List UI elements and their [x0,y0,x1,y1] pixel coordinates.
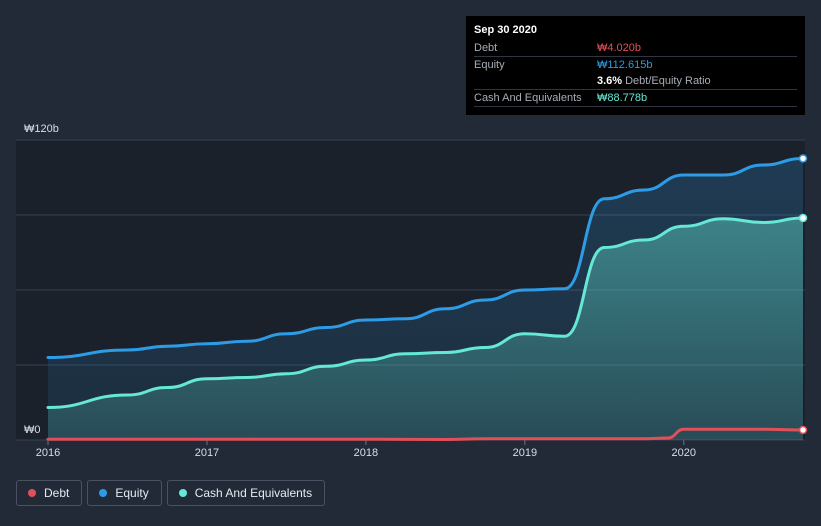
legend-cash-dot-icon [178,489,187,497]
legend-debt-label: Debt [44,486,70,500]
x-tick-label: 2017 [195,447,219,459]
legend-item-cash[interactable]: Cash And Equivalents [166,480,326,506]
tooltip-ratio-value: 3.6% [597,75,623,87]
tooltip-ratio-label: Debt/Equity Ratio [625,75,711,87]
cash-line [46,216,805,409]
legend-debt-dot-icon [28,489,36,497]
tooltip-cash-label: Cash And Equivalents [474,92,582,104]
debt-end-marker [798,425,808,435]
debt-line [46,427,805,441]
legend-equity-label: Equity [115,486,149,500]
x-tick-label: 2019 [513,447,537,459]
tooltip-panel: Sep 30 2020 Debt ₩4.020b Equity ₩112.615… [466,16,805,115]
x-tick-label: 2020 [672,447,696,459]
y-tick-label: ₩0 [24,424,41,436]
legend-item-debt[interactable]: Debt [16,480,83,506]
tooltip-row-debt: Debt ₩4.020b [474,40,797,56]
legend-cash-label: Cash And Equivalents [194,486,313,500]
cash-area [48,218,803,440]
plot-area [16,139,808,445]
axis-labels: ₩0 ₩120b 2016 2017 2018 2019 2020 [24,123,696,459]
x-tick-label: 2018 [354,447,378,459]
tooltip-row-ratio: 3.6% Debt/Equity Ratio [474,73,797,89]
cash-end-marker [798,213,808,223]
tooltip-row-cash: Cash And Equivalents ₩88.778b [474,89,797,107]
tooltip-date: Sep 30 2020 [474,24,537,36]
equity-line [46,156,805,359]
legend-equity-dot-icon [99,489,108,497]
tooltip-row-equity: Equity ₩112.615b [474,56,797,73]
x-tick-label: 2016 [36,447,60,459]
tooltip-cash-value: ₩88.778b [597,92,648,104]
chart-legend: Debt Equity Cash And Equivalents [16,480,326,506]
equity-end-marker [798,154,808,163]
tooltip-equity-value: ₩112.615b [597,59,653,71]
y-tick-label: ₩120b [24,123,59,135]
tooltip-equity-label: Equity [474,59,505,71]
tooltip-ratio: 3.6% Debt/Equity Ratio [597,73,711,89]
tooltip-debt-label: Debt [474,42,498,54]
legend-item-equity[interactable]: Equity [87,480,162,506]
tooltip-debt-value: ₩4.020b [597,42,642,54]
